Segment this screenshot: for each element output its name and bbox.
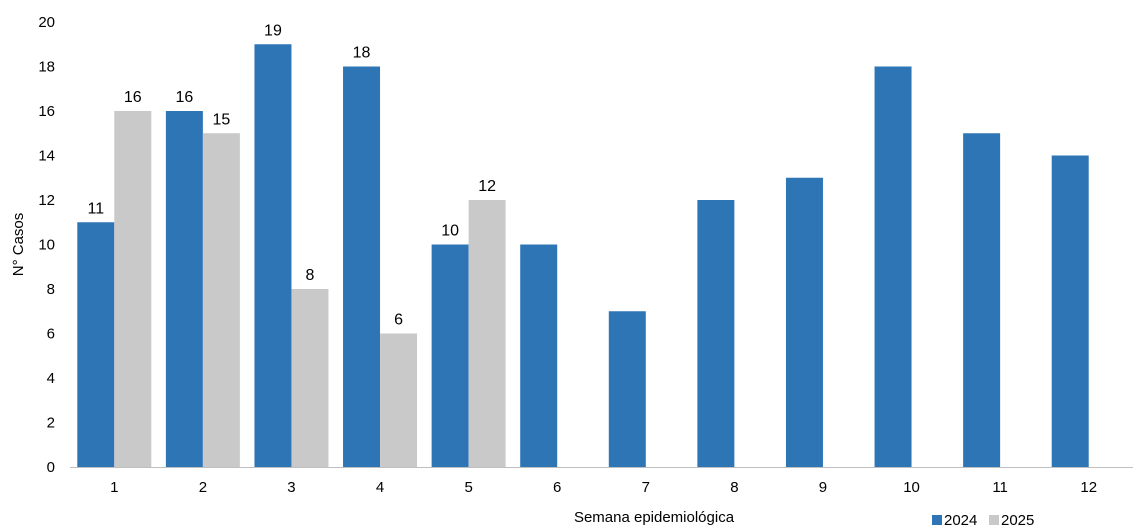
y-tick-label: 18 — [38, 59, 55, 76]
bar-2025-week-3 — [291, 289, 329, 467]
bar-2025-week-2 — [202, 133, 240, 467]
data-label-2024-week-4: 18 — [353, 45, 371, 62]
y-tick-label: 10 — [38, 237, 55, 254]
legend-swatch-2025 — [989, 515, 999, 525]
y-tick-label: 0 — [47, 459, 55, 476]
y-tick-label: 16 — [38, 103, 55, 120]
data-label-2024-week-2: 16 — [175, 89, 193, 106]
bar-2024-week-7 — [608, 311, 646, 467]
x-tick-label: 2 — [199, 479, 207, 496]
x-tick-label: 3 — [287, 479, 295, 496]
x-axis-title: Semana epidemiológica — [574, 509, 735, 526]
x-tick-label: 6 — [553, 479, 561, 496]
bars — [77, 44, 1089, 467]
legend-label-2025: 2025 — [1001, 512, 1034, 529]
data-label-2024-week-1: 11 — [87, 200, 104, 217]
legend-swatch-2024 — [932, 515, 942, 525]
y-tick-label: 20 — [38, 14, 55, 31]
data-label-2025-week-1: 16 — [124, 89, 142, 106]
data-label-2025-week-2: 15 — [212, 111, 230, 128]
y-axis-title: N° Casos — [10, 213, 27, 277]
bar-2024-week-1 — [77, 222, 115, 467]
bar-2024-week-6 — [520, 244, 558, 467]
bar-2024-week-12 — [1051, 155, 1089, 467]
legend: 2024 2025 — [932, 512, 1034, 529]
data-label-2024-week-5: 10 — [441, 223, 459, 240]
x-tick-label: 1 — [110, 479, 118, 496]
x-tick-label: 11 — [992, 479, 1008, 496]
y-tick-label: 12 — [38, 192, 55, 209]
y-axis-ticks: 0 2 4 6 8 10 12 14 16 18 20 — [38, 14, 55, 476]
y-tick-label: 8 — [47, 281, 55, 298]
legend-label-2024: 2024 — [944, 512, 977, 529]
x-tick-label: 7 — [642, 479, 650, 496]
x-tick-label: 5 — [464, 479, 472, 496]
bar-2024-week-5 — [431, 244, 469, 467]
bar-2025-week-1 — [114, 111, 152, 467]
bar-2024-week-11 — [963, 133, 1001, 467]
x-tick-label: 4 — [376, 479, 384, 496]
bar-2025-week-5 — [468, 200, 506, 467]
y-tick-label: 2 — [47, 415, 55, 432]
data-label-2025-week-4: 6 — [394, 312, 403, 329]
bar-2024-week-4 — [343, 66, 381, 467]
data-label-2024-week-3: 19 — [264, 22, 282, 39]
bar-2024-week-3 — [254, 44, 292, 467]
y-tick-label: 4 — [47, 370, 55, 387]
bar-2024-week-8 — [697, 200, 735, 467]
x-tick-label: 8 — [730, 479, 738, 496]
bar-2024-week-9 — [785, 177, 823, 467]
data-label-2025-week-5: 12 — [478, 178, 496, 195]
x-tick-label: 12 — [1080, 479, 1097, 496]
y-tick-label: 6 — [47, 326, 55, 343]
data-labels: 11 16 16 15 19 8 18 6 10 12 — [87, 22, 496, 328]
bar-2024-week-10 — [874, 66, 912, 467]
bar-2024-week-2 — [165, 111, 203, 467]
data-label-2025-week-3: 8 — [306, 267, 315, 284]
x-tick-label: 9 — [819, 479, 827, 496]
x-axis-ticks: 1 2 3 4 5 6 7 8 9 10 11 12 — [110, 479, 1097, 496]
x-tick-label: 10 — [903, 479, 920, 496]
bar-2025-week-4 — [380, 333, 418, 467]
y-tick-label: 14 — [38, 148, 55, 165]
